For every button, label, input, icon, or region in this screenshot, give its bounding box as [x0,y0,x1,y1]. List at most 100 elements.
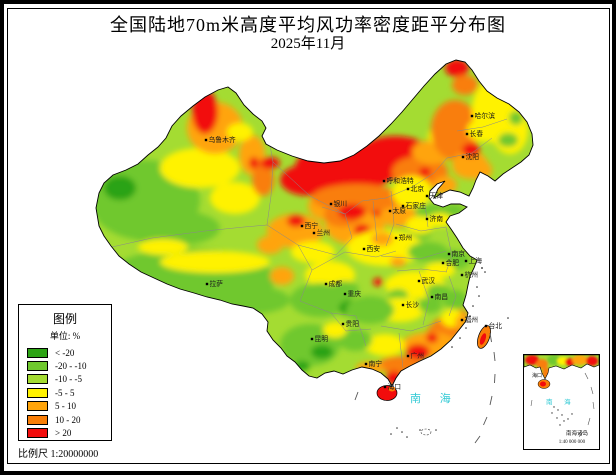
city-dot [382,179,386,183]
city-label: 广州 [411,351,425,360]
city-dot [460,318,464,322]
inset-map: 海口 南 海 南海诸岛 1:40 000 000 [523,354,600,450]
city-label: 太原 [393,206,407,215]
city-label: 兰州 [317,228,331,237]
legend-row: > 20 [19,426,111,439]
city-dot [484,324,488,328]
city-dot [406,187,410,191]
hainan-island [376,385,398,401]
city-label: 杭州 [465,270,479,279]
city-label: 合肥 [446,258,460,267]
city-dot [406,354,410,358]
city-dot [388,209,392,213]
city-dot [447,252,451,256]
city-dot [417,279,421,283]
city-dot [460,273,464,277]
city-dot [310,337,314,341]
map-title: 全国陆地70m米高度平均风功率密度距平分布图 [110,15,506,35]
nine-dash-line [354,332,496,444]
coastal-islands [451,267,509,348]
legend-swatch [27,414,48,425]
city-label: 武汉 [422,276,436,285]
inset-hainan-island [537,379,551,389]
city-dot [425,217,429,221]
city-label: 成都 [329,279,343,288]
city-dot [425,194,429,198]
legend-row: -10 - -5 [19,373,111,386]
legend-title: 图例 [52,312,77,326]
legend-swatch [27,401,48,412]
city-dot [300,224,304,228]
city-label: 拉萨 [210,279,224,288]
city-label: 上海 [469,256,483,265]
legend-label: > 20 [55,428,72,439]
city-label: 福州 [465,315,479,324]
city-dot [401,204,405,208]
south-sea-islets [390,427,437,438]
city-dot [394,236,398,240]
city-dot [341,322,345,326]
city-dot [383,385,387,389]
province-borders [111,118,508,369]
city-dot [205,282,209,286]
city-label: 西安 [367,244,381,253]
taiwan-island [477,325,491,349]
city-label: 南京 [452,249,466,258]
inset-color-layer [524,355,599,379]
city-dot [464,259,468,263]
city-dot [430,295,434,299]
city-dot [401,303,405,307]
inset-sea-label: 南 海 [546,397,576,406]
city-label: 济南 [430,214,444,223]
city-label: 石家庄 [406,201,427,210]
city-dot [364,362,368,366]
legend-row: -5 - 5 [19,386,111,399]
city-label: 台北 [489,321,503,330]
inset-city-label: 海口 [532,372,542,379]
city-label: 郑州 [399,234,413,242]
city-dot [329,202,333,206]
city-label: 南宁 [369,359,383,368]
city-dot [312,231,316,235]
city-label: 呼和浩特 [387,176,414,185]
city-label: 长沙 [406,300,420,309]
inset-islands-label: 南海诸岛 [566,429,589,437]
city-dot [324,282,328,286]
legend-row: 10 - 20 [19,413,111,426]
legend-swatch [27,428,48,439]
city-label: 天津 [430,192,444,200]
inset-islets [551,406,573,426]
city-label: 海口 [388,382,402,391]
inset-scale-label: 1:40 000 000 [559,440,586,445]
legend-swatch [27,347,48,358]
city-dot [461,155,465,159]
legend-label: -10 - -5 [55,374,82,385]
legend-label: 5 - 10 [55,401,76,412]
city-dot [470,114,474,118]
city-label: 贵阳 [346,319,360,328]
legend-rows: < -20 -20 - -10 -10 - -5 -5 - 5 5 - 10 10 - 2… [19,346,111,440]
legend-label: -5 - 5 [55,387,75,398]
legend-swatch [27,374,48,385]
city-dot [362,247,366,251]
legend-row: < -20 [19,346,111,359]
inset-dash-line [530,372,595,438]
map-subtitle: 2025年11月 [270,36,346,52]
city-label: 西宁 [305,221,319,230]
legend: 图例 单位: % < -20 -20 - -10 -10 - -5 -5 - 5 5 -… [18,304,112,441]
legend-row: -20 - -10 [19,359,111,372]
legend-label: -20 - -10 [55,361,87,372]
sea-label: 南 海 [410,391,459,405]
city-label: 北京 [411,184,425,193]
legend-label: 10 - 20 [55,414,81,425]
city-label: 沈阳 [466,152,480,161]
city-label: 哈尔滨 [475,111,496,120]
legend-swatch [27,361,48,372]
city-label: 南昌 [435,292,449,301]
city-label: 乌鲁木齐 [209,135,236,144]
legend-row: 5 - 10 [19,400,111,413]
city-dot [204,138,208,142]
